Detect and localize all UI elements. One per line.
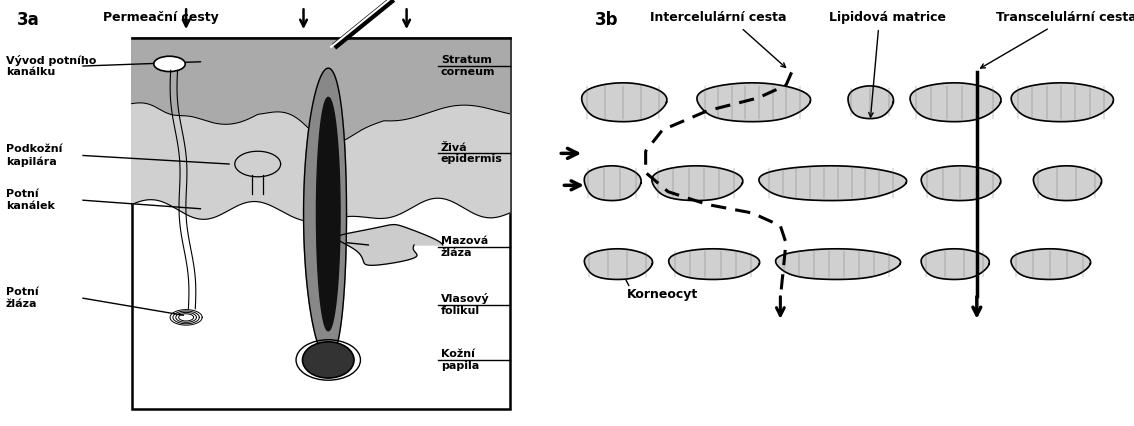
Text: 2: 2 (299, 0, 307, 2)
Text: Lipidová matrice: Lipidová matrice (829, 11, 946, 24)
Text: Kožní
papila: Kožní papila (441, 349, 480, 371)
Text: Permeační cesty: Permeační cesty (103, 11, 219, 24)
Polygon shape (337, 225, 443, 265)
Polygon shape (1012, 83, 1114, 122)
Text: Živá
epidermis: Živá epidermis (441, 143, 502, 164)
Polygon shape (316, 98, 340, 331)
Polygon shape (911, 83, 1001, 122)
Text: 3a: 3a (17, 11, 40, 29)
Polygon shape (304, 68, 347, 360)
Polygon shape (1012, 249, 1091, 279)
Ellipse shape (303, 342, 354, 378)
Text: Potní
kanálek: Potní kanálek (6, 190, 54, 211)
Polygon shape (921, 166, 1001, 201)
Polygon shape (584, 249, 652, 279)
Text: Intercelulární cesta: Intercelulární cesta (651, 11, 787, 24)
Text: Vlasový
folikul: Vlasový folikul (441, 293, 490, 316)
Text: Korneocyt: Korneocyt (627, 288, 699, 301)
Polygon shape (582, 83, 667, 122)
Text: Podkožní
kapilára: Podkožní kapilára (6, 144, 62, 167)
Polygon shape (132, 103, 509, 222)
Polygon shape (1033, 166, 1101, 201)
Text: Stratum
corneum: Stratum corneum (441, 55, 496, 77)
Polygon shape (921, 249, 989, 279)
Text: Mazová
žláza: Mazová žláza (441, 236, 489, 258)
Text: Potní
žláza: Potní žláza (6, 288, 39, 309)
Bar (132, 38, 509, 409)
Text: 3b: 3b (595, 11, 619, 29)
Polygon shape (584, 166, 641, 201)
Polygon shape (697, 83, 811, 122)
Text: Transcelulární cesta: Transcelulární cesta (997, 11, 1134, 24)
Polygon shape (669, 249, 760, 279)
Polygon shape (652, 166, 743, 201)
Ellipse shape (154, 56, 185, 72)
Text: Vývod potního
kanálku: Vývod potního kanálku (6, 55, 96, 78)
Polygon shape (132, 38, 509, 144)
Polygon shape (776, 249, 900, 279)
Text: 3: 3 (403, 0, 411, 2)
Text: 1: 1 (183, 0, 191, 2)
Polygon shape (848, 86, 894, 118)
Polygon shape (759, 166, 906, 201)
